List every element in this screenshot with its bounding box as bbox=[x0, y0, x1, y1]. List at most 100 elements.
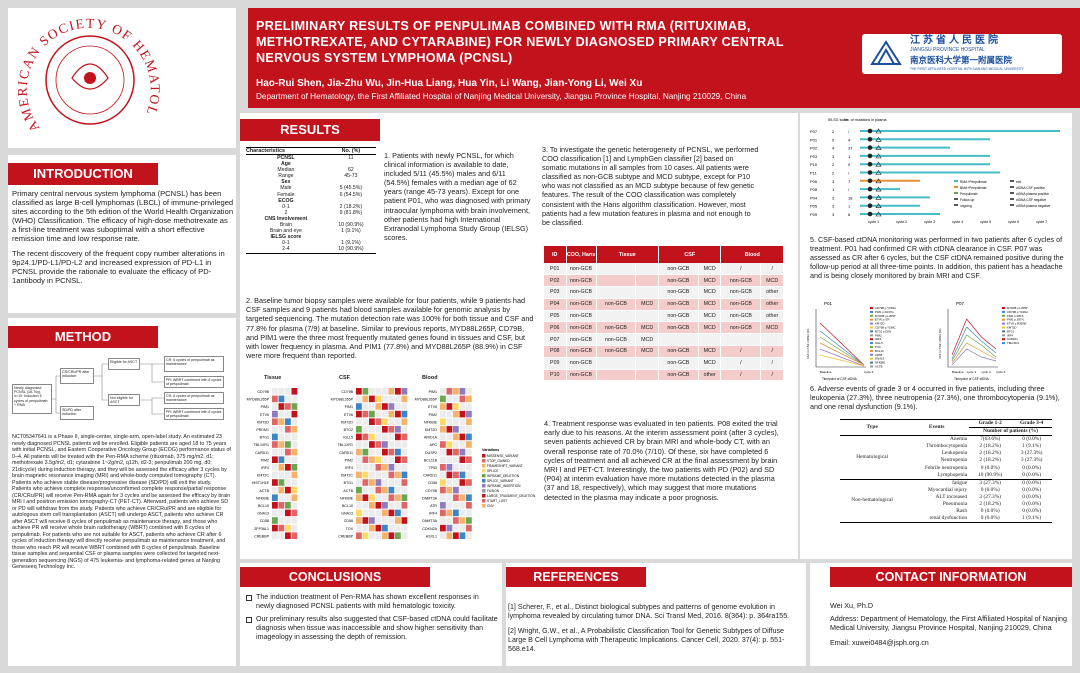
ctdna-p01-legend-label: ACTB bbox=[875, 365, 883, 369]
csf-cell bbox=[369, 532, 375, 539]
blood-cell bbox=[446, 441, 453, 448]
swimmer-legend-swatch bbox=[1010, 204, 1014, 206]
coo-header-tissue: Tissue bbox=[596, 246, 659, 263]
coo-row: P02 non-GCB non-GCB MCD non-GCB MCD bbox=[544, 274, 784, 288]
introduction-panel: INTRODUCTION Primary central nervous sys… bbox=[8, 155, 236, 313]
csf-gene-label: CREBBP bbox=[338, 534, 353, 538]
ctdna-p07-legend-label: PIM1 p.S97N bbox=[1007, 318, 1024, 322]
swimmer-ielsg: 2 bbox=[832, 129, 835, 134]
char-cell: Female bbox=[277, 191, 295, 198]
coo-cell: non-GCB bbox=[658, 286, 699, 299]
ae-cell: Neutropenia bbox=[940, 457, 968, 464]
csf-cell bbox=[356, 486, 362, 494]
coo-header-id: ID bbox=[544, 246, 567, 263]
flow-sd: SD/PD after induction bbox=[60, 406, 94, 420]
swimmer-legend-swatch bbox=[954, 180, 958, 182]
ae-subheader: Number of patients (%) bbox=[969, 427, 1052, 437]
ae-cell: 0 (0.0%) bbox=[980, 464, 1000, 471]
ae-cell: 3 (27.3%) bbox=[969, 478, 1012, 487]
ctdna-p01-legend-label: CD58 bbox=[875, 353, 883, 357]
ctdna-p01-legend-swatch bbox=[870, 365, 873, 368]
char-cell: Male bbox=[280, 185, 292, 192]
csf-cell bbox=[356, 418, 362, 425]
coo-cell bbox=[635, 263, 659, 276]
csf-cell bbox=[362, 509, 369, 517]
swimmer-ielsg: 3 bbox=[832, 204, 835, 209]
coo-cell: MCD bbox=[698, 357, 722, 370]
coo-cell: / bbox=[720, 345, 762, 358]
blood-cell bbox=[459, 403, 466, 410]
tissue-cell bbox=[291, 486, 298, 494]
introduction-paragraph-1: Primary central nervous system lymphoma … bbox=[12, 189, 234, 244]
ae-cell: 0 (0.0%) bbox=[1022, 471, 1042, 478]
ae-cell: Myocardial injury bbox=[928, 486, 968, 493]
coo-cell: non-GCB bbox=[720, 310, 762, 323]
coo-cell bbox=[720, 333, 762, 347]
tissue-cell bbox=[291, 509, 298, 517]
tissue-cell bbox=[285, 486, 291, 494]
swimmer-legend-swatch bbox=[1010, 192, 1014, 194]
csf-cell bbox=[369, 418, 375, 425]
blood-cell bbox=[466, 426, 472, 433]
ae-row: Thrombocytopenia 2 (18.2%) 1 (9.1%) bbox=[840, 443, 1052, 450]
csf-cell bbox=[375, 524, 382, 532]
csf-cell bbox=[388, 403, 395, 410]
ae-cell: Febrile neutropenia bbox=[925, 464, 968, 471]
blood-gene-label: PIM2 bbox=[429, 413, 437, 417]
csf-cell bbox=[356, 410, 362, 418]
swimmer-mutation-count: 7 bbox=[848, 179, 851, 184]
ctdna-p07-legend-label: KMT2D bbox=[1007, 326, 1016, 330]
blood-cell bbox=[453, 456, 459, 463]
tissue-cell bbox=[285, 433, 291, 441]
blood-cell bbox=[459, 410, 466, 418]
blood-cell bbox=[440, 448, 446, 456]
tissue-cell bbox=[278, 433, 285, 441]
ctdna-p07-series-line bbox=[951, 326, 997, 360]
tissue-cell bbox=[278, 517, 285, 524]
csf-cell bbox=[382, 502, 388, 509]
char-row: 0-1 2 (18.2%) bbox=[246, 204, 376, 210]
char-header-0: Characteristics bbox=[246, 148, 285, 154]
swimmer-patient-label: P06 bbox=[810, 179, 818, 184]
blood-gene-label: ETV6 bbox=[428, 405, 437, 409]
ae-cell: Rash bbox=[956, 508, 968, 515]
csf-cell bbox=[369, 448, 375, 456]
csf-cell bbox=[356, 433, 362, 441]
conclusion-item-1: The induction treatment of Pen-RMA has s… bbox=[246, 593, 498, 611]
method-flowchart: Newly diagnosed PCNSL (18-70y), n=10: In… bbox=[12, 356, 232, 428]
tissue-cell bbox=[272, 509, 278, 517]
coo-cell bbox=[635, 286, 659, 299]
coo-cell: non-GCB bbox=[596, 321, 637, 335]
swimmer-mutation-count: / bbox=[848, 187, 850, 192]
csf-cell bbox=[375, 441, 382, 448]
ctdna-p07-legend-label: CARD11 bbox=[1007, 337, 1018, 341]
contact-email[interactable]: Email: xuwei0484@jsph.org.cn bbox=[830, 638, 929, 648]
hospital-logo: 江苏省人民医院 JIANGSU PROVINCE HOSPITAL 南京医科大学… bbox=[862, 34, 1062, 74]
coo-cell: MCD bbox=[760, 321, 784, 335]
char-cell: 10 (90.9%) bbox=[338, 222, 364, 229]
csf-cell bbox=[362, 494, 369, 501]
csf-cell bbox=[382, 479, 388, 486]
heatmap-legend-swatch bbox=[482, 489, 486, 493]
flow-maint: CR: 8 cycles of penpulimab as maintenanc… bbox=[164, 392, 224, 404]
swimmer-marker bbox=[867, 211, 873, 217]
csf-cell bbox=[388, 532, 395, 539]
coo-cell: P10 bbox=[544, 369, 567, 382]
blood-cell bbox=[453, 479, 459, 486]
tissue-cell bbox=[285, 441, 291, 448]
csf-cell bbox=[362, 479, 369, 486]
coo-cell: MCD bbox=[635, 298, 659, 311]
csf-cell bbox=[401, 448, 408, 456]
csf-cell bbox=[388, 418, 395, 425]
tissue-cell bbox=[278, 403, 285, 410]
ctdna-p07-x-tick: Baseline bbox=[952, 370, 964, 374]
csf-cell bbox=[388, 395, 395, 403]
coo-cell: non-GCB bbox=[720, 298, 762, 311]
coo-cell: non-GCB bbox=[658, 274, 699, 288]
heatmap-legend-swatch bbox=[482, 484, 486, 488]
blood-cell bbox=[466, 464, 472, 471]
coo-cell: non-GCB bbox=[566, 357, 597, 370]
coo-cell: P06 bbox=[544, 321, 567, 335]
coo-cell: / bbox=[760, 369, 784, 382]
tissue-cell bbox=[285, 410, 291, 418]
